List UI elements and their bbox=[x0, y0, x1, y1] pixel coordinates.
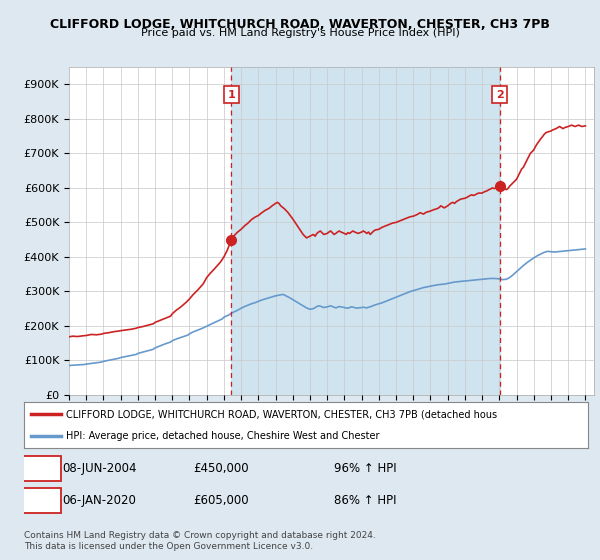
FancyBboxPatch shape bbox=[23, 488, 61, 514]
Text: CLIFFORD LODGE, WHITCHURCH ROAD, WAVERTON, CHESTER, CH3 7PB: CLIFFORD LODGE, WHITCHURCH ROAD, WAVERTO… bbox=[50, 18, 550, 31]
Text: 1: 1 bbox=[38, 462, 46, 475]
Text: 06-JAN-2020: 06-JAN-2020 bbox=[62, 494, 136, 507]
Text: 08-JUN-2004: 08-JUN-2004 bbox=[62, 462, 137, 475]
FancyBboxPatch shape bbox=[23, 456, 61, 481]
Text: Price paid vs. HM Land Registry's House Price Index (HPI): Price paid vs. HM Land Registry's House … bbox=[140, 28, 460, 38]
Text: This data is licensed under the Open Government Licence v3.0.: This data is licensed under the Open Gov… bbox=[24, 542, 313, 550]
Text: 2: 2 bbox=[38, 494, 46, 507]
Text: CLIFFORD LODGE, WHITCHURCH ROAD, WAVERTON, CHESTER, CH3 7PB (detached hous: CLIFFORD LODGE, WHITCHURCH ROAD, WAVERTO… bbox=[66, 409, 497, 419]
Text: £605,000: £605,000 bbox=[193, 494, 249, 507]
Text: 86% ↑ HPI: 86% ↑ HPI bbox=[334, 494, 397, 507]
Text: Contains HM Land Registry data © Crown copyright and database right 2024.: Contains HM Land Registry data © Crown c… bbox=[24, 531, 376, 540]
Text: 1: 1 bbox=[227, 90, 235, 100]
Text: 96% ↑ HPI: 96% ↑ HPI bbox=[334, 462, 397, 475]
Text: HPI: Average price, detached house, Cheshire West and Chester: HPI: Average price, detached house, Ches… bbox=[66, 431, 380, 441]
Bar bbox=[232, 67, 500, 395]
Text: 2: 2 bbox=[496, 90, 503, 100]
Text: £450,000: £450,000 bbox=[193, 462, 249, 475]
